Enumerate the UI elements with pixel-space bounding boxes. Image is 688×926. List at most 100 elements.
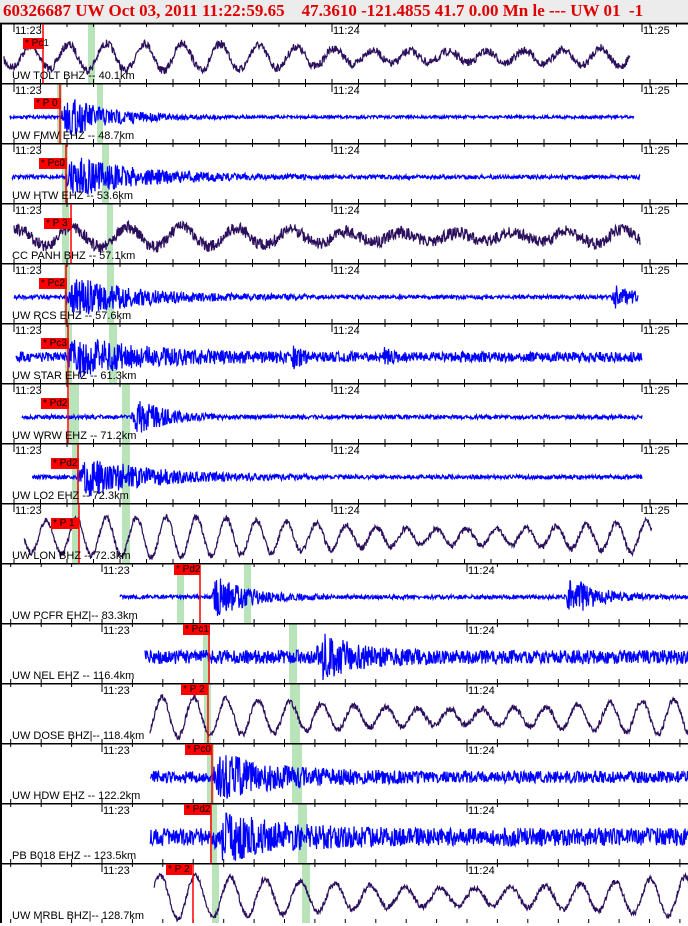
time-label: 11:24 [333, 265, 360, 277]
phase-window [62, 143, 68, 203]
seismogram-panel[interactable]: 11:23 11:24 * Pc0 UW HDW EHZ -- 122.2km [0, 743, 688, 803]
phase-pick-label[interactable]: * Pc1 [183, 624, 210, 635]
station-label: CC PANH BHZ -- 57.1km [12, 250, 136, 262]
phase-pick-label[interactable]: * Pc0 [185, 744, 212, 755]
time-label: 11:25 [643, 265, 670, 277]
time-label: 11:23 [103, 805, 130, 817]
phase-pick-label[interactable]: * Pd2 [184, 804, 211, 815]
tick-marks [10, 623, 681, 683]
seismogram-panel[interactable]: 11:23 11:24 * P 2 UW MRBL BHZ|-- 128.7km [0, 863, 688, 923]
waveform-trace [21, 401, 643, 433]
time-label: 11:24 [333, 325, 360, 337]
waveform-trace [11, 157, 641, 195]
time-label: 11:24 [468, 805, 495, 817]
waveform-plot [2, 743, 688, 803]
waveform-trace [149, 812, 688, 861]
seismogram-panel[interactable]: 11:23 11:24 * Pd2 PB B018 EHZ -- 123.5km [0, 803, 688, 863]
seismogram-panel[interactable]: 11:23 11:24 11:25 * P 1 UW LON BHZ -- 72.3km [0, 503, 688, 563]
time-label: 11:24 [333, 145, 360, 157]
time-label: 11:23 [15, 145, 42, 157]
time-label: 11:24 [468, 865, 495, 877]
time-label: 11:23 [15, 445, 42, 457]
waveform-plot [2, 23, 688, 83]
phase-pick-label[interactable]: * Pc0 [39, 158, 67, 169]
waveform-plot [2, 383, 688, 443]
waveform-trace [119, 578, 688, 616]
seismogram-panel[interactable]: 11:23 11:24 * Pc1 UW NEL EHZ -- 116.4km [0, 623, 688, 683]
time-label: 11:25 [643, 25, 670, 37]
waveform-plot [2, 143, 688, 203]
tick-marks [13, 263, 677, 323]
station-label: UW RCS EHZ -- 57.6km [12, 310, 132, 322]
seismogram-panel[interactable]: 11:23 11:24 11:25 * Pc0 UW HTW EHZ -- 53.6km [0, 143, 688, 203]
waveform-trace [149, 755, 688, 799]
time-label: 11:23 [15, 505, 42, 517]
station-label: PB B018 EHZ -- 123.5km [12, 850, 137, 862]
time-label: 11:24 [333, 205, 360, 217]
seismogram-panel[interactable]: 11:23 11:24 * Pd2 UW PCFR EHZ|-- 83.3km [0, 563, 688, 623]
seismogram-panel[interactable]: 11:23 11:24 11:25 * Pd2 UW WRW EHZ -- 71.2km [0, 383, 688, 443]
phase-pick-label[interactable]: * P 1 [51, 518, 79, 529]
waveform-trace [3, 39, 631, 75]
time-label: 11:25 [643, 385, 670, 397]
station-label: UW PCFR EHZ|-- 83.3km [12, 610, 138, 622]
time-label: 11:23 [15, 205, 42, 217]
waveform-plot [2, 323, 688, 383]
tick-marks [13, 203, 677, 263]
phase-pick-label[interactable]: * P 0 [34, 98, 61, 109]
phase-window [122, 383, 130, 443]
waveform-trace [144, 633, 688, 681]
time-label: 11:24 [333, 505, 360, 517]
seismogram-panel[interactable]: 11:23 11:24 11:25 * Pd2 UW LO2 EHZ -- 72.3km [0, 443, 688, 503]
phase-window [109, 323, 117, 383]
phase-window [212, 863, 219, 923]
waveform-trace [153, 871, 688, 923]
phase-window [122, 443, 130, 503]
event-header: 60326687 UW Oct 03, 2011 11:22:59.65 47.… [0, 0, 688, 23]
station-label: UW MRBL BHZ|-- 128.7km [12, 910, 145, 922]
waveform-plot [2, 503, 688, 563]
waveform-trace [13, 279, 639, 315]
seismogram-panel[interactable]: 11:23 11:24 11:25 * P 0 UW FMW EHZ -- 48.7km [0, 83, 688, 143]
tick-marks [10, 563, 681, 623]
phase-pick-label[interactable]: * P 2 [181, 684, 208, 695]
phase-pick-label[interactable]: * P 2 [166, 864, 192, 875]
time-label: 11:23 [15, 265, 42, 277]
tick-marks [10, 863, 681, 923]
phase-window [64, 263, 70, 323]
waveform-trace [31, 460, 643, 497]
time-label: 11:25 [643, 145, 670, 157]
time-label: 11:23 [103, 625, 130, 637]
waveform-trace [149, 694, 688, 741]
station-label: UW HDW EHZ -- 122.2km [12, 790, 141, 802]
time-label: 11:23 [15, 25, 42, 37]
time-label: 11:25 [643, 505, 670, 517]
phase-window [290, 683, 300, 743]
phase-pick-label[interactable]: * P 3 [44, 218, 72, 229]
station-label: UW TOLT BHZ -- 40.1km [12, 70, 135, 82]
phase-window [88, 23, 95, 83]
tick-marks [13, 443, 677, 503]
phase-pick-label[interactable]: * Pd2 [41, 398, 69, 409]
waveform-plot [2, 443, 688, 503]
waveform-plot [2, 563, 688, 623]
phase-window [107, 203, 113, 263]
phase-pick-label[interactable]: * Pc2 [39, 278, 67, 289]
tick-marks [10, 803, 681, 863]
station-label: UW NEL EHZ -- 116.4km [12, 670, 135, 682]
station-label: UW LO2 EHZ -- 72.3km [12, 490, 129, 502]
station-label: UW STAR EHZ -- 61.3km [12, 370, 137, 382]
phase-pick-label[interactable]: * Pc1 [23, 38, 49, 49]
seismogram-panel[interactable]: 11:23 11:24 11:25 * Pc3 UW STAR EHZ -- 61.3k… [0, 323, 688, 383]
time-label: 11:23 [103, 865, 130, 877]
phase-pick-label[interactable]: * Pd2 [51, 458, 79, 469]
seismogram-panel[interactable]: 11:23 11:24 11:25 * Pc2 UW RCS EHZ -- 57.6km [0, 263, 688, 323]
station-label: UW HTW EHZ -- 53.6km [12, 190, 133, 202]
phase-pick-label[interactable]: * Pd2 [174, 564, 201, 575]
phase-pick-label[interactable]: * Pc3 [41, 338, 69, 349]
station-label: UW LON BHZ -- 72.3km [12, 550, 131, 562]
seismogram-panel[interactable]: 11:23 11:24 11:25 * Pc1 UW TOLT BHZ -- 40.1k… [0, 23, 688, 83]
time-label: 11:24 [333, 445, 360, 457]
seismogram-panel[interactable]: 11:23 11:24 11:25 * P 3 CC PANH BHZ -- 57.1k… [0, 203, 688, 263]
seismogram-panel[interactable]: 11:23 11:24 * P 2 UW DOSE BHZ|-- 118.4km [0, 683, 688, 743]
